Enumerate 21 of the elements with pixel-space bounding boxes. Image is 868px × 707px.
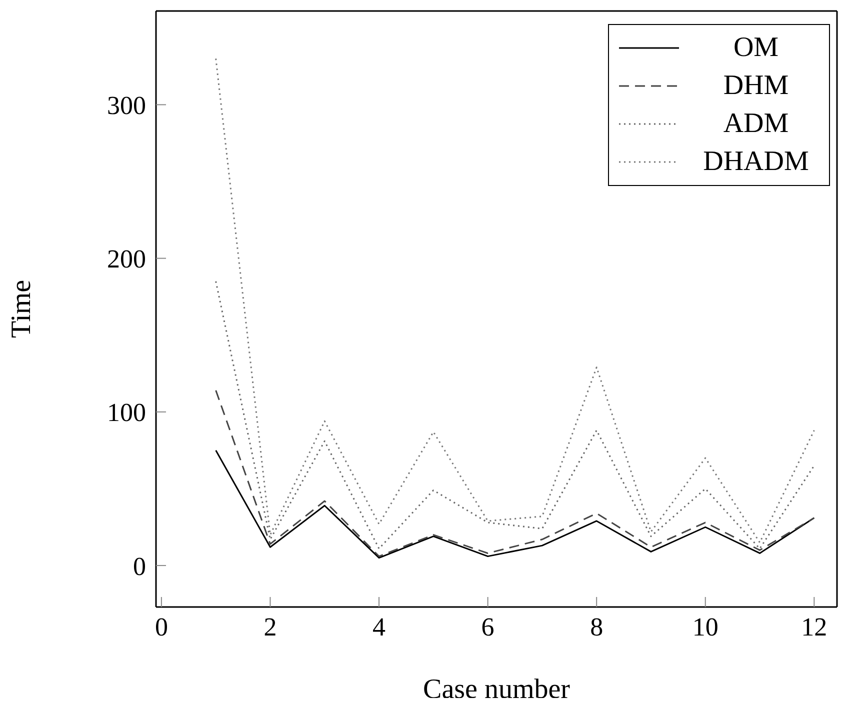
legend-label: DHADM [702,146,810,178]
y-tick-label: 0 [133,552,146,581]
legend-label: OM [732,32,780,64]
y-tick-label: 100 [107,398,146,428]
x-tick-label: 10 [692,612,718,642]
x-tick-label: 4 [372,612,386,642]
x-tick-label: 8 [590,612,604,642]
x-axis-title: Case number [423,674,571,705]
x-tick-label: 0 [154,612,168,642]
x-tick-label: 12 [801,612,828,642]
y-tick-label: 200 [107,244,146,274]
line-series [215,58,815,544]
legend-label: ADM [722,108,790,140]
line-series [215,450,815,559]
y-tick-label: 300 [107,90,146,120]
legend-label: DHM [722,70,790,102]
x-tick-label: 2 [264,612,277,642]
y-axis-title: Time [6,280,37,338]
line-series [215,390,815,558]
line-series [215,280,815,550]
x-tick-label: 6 [481,612,494,642]
